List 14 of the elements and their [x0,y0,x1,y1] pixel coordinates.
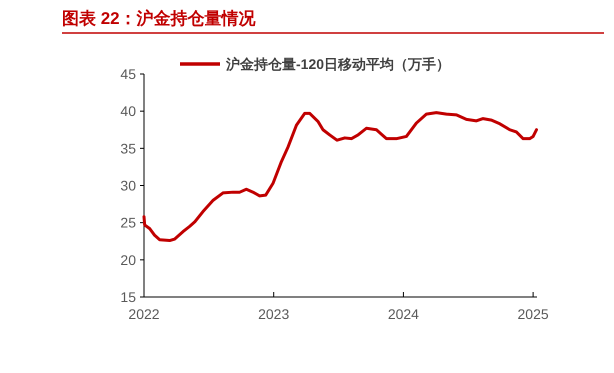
y-tick-label: 40 [120,103,136,120]
y-tick-label: 20 [120,252,136,268]
y-tick-label: 25 [120,214,136,231]
y-tick-label: 30 [120,178,136,194]
y-tick-label: 15 [120,289,136,305]
x-tick-label: 2025 [518,306,549,322]
x-tick-label: 2023 [258,306,290,322]
chart-title: 图表 22：沪金持仓量情况 [62,9,257,28]
legend-label: 沪金持仓量-120日移动平均（万手） [225,56,450,72]
x-tick-label: 2024 [388,306,420,322]
y-tick-label: 45 [120,66,136,82]
y-tick-label: 35 [120,140,136,156]
x-tick-label: 2022 [128,306,160,322]
line-series [142,111,538,242]
